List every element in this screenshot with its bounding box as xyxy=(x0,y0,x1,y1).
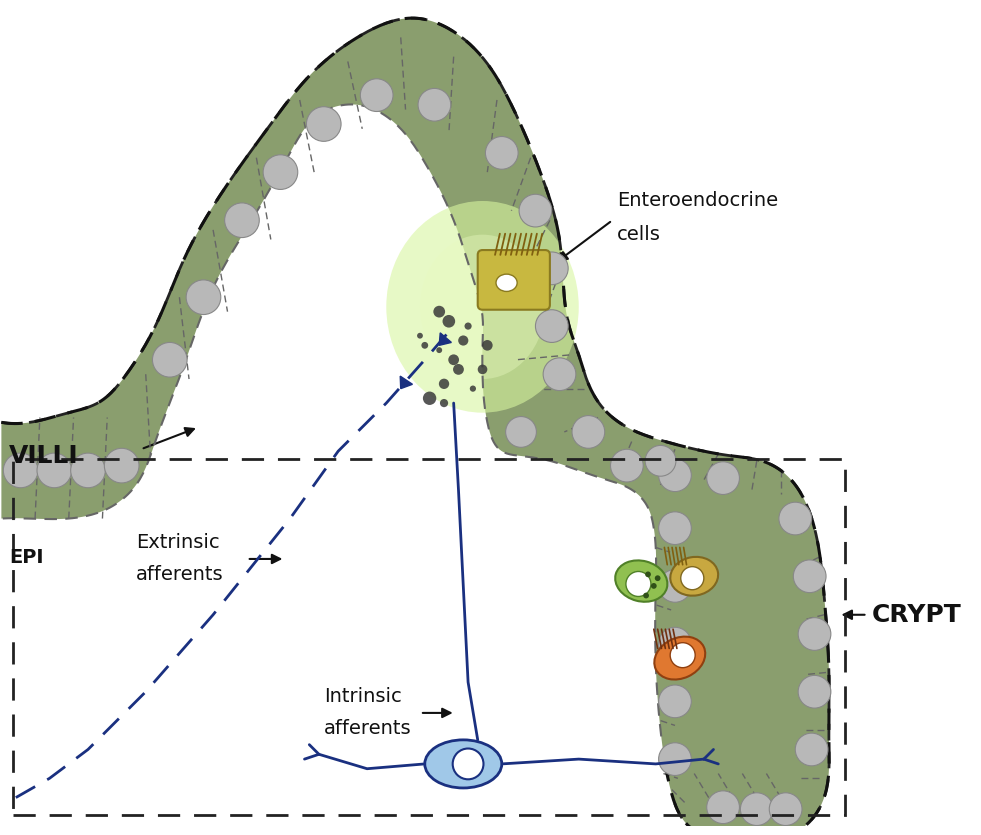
Circle shape xyxy=(519,195,551,227)
Circle shape xyxy=(794,560,826,593)
Ellipse shape xyxy=(425,740,501,788)
Circle shape xyxy=(536,252,568,285)
Circle shape xyxy=(536,310,568,342)
Circle shape xyxy=(443,316,455,327)
Circle shape xyxy=(418,89,450,121)
Circle shape xyxy=(572,416,604,448)
FancyBboxPatch shape xyxy=(478,250,550,310)
Circle shape xyxy=(658,569,692,602)
Circle shape xyxy=(706,462,740,494)
Circle shape xyxy=(104,448,139,483)
Circle shape xyxy=(645,571,651,577)
Circle shape xyxy=(420,340,430,351)
Circle shape xyxy=(658,743,692,776)
Circle shape xyxy=(37,453,72,488)
Circle shape xyxy=(658,512,692,544)
Circle shape xyxy=(796,733,828,766)
Circle shape xyxy=(645,445,676,476)
Circle shape xyxy=(658,627,692,660)
Text: EPI: EPI xyxy=(9,548,43,566)
Circle shape xyxy=(186,280,221,315)
Circle shape xyxy=(741,792,773,826)
Text: cells: cells xyxy=(617,225,661,244)
Circle shape xyxy=(480,367,486,372)
Ellipse shape xyxy=(615,560,667,602)
Circle shape xyxy=(470,386,476,392)
Circle shape xyxy=(152,342,187,377)
Circle shape xyxy=(505,417,537,448)
Circle shape xyxy=(543,358,576,391)
Circle shape xyxy=(71,453,105,488)
Text: Enteroendocrine: Enteroendocrine xyxy=(617,191,778,210)
Ellipse shape xyxy=(387,201,579,412)
Circle shape xyxy=(263,154,298,190)
Circle shape xyxy=(670,643,696,668)
Circle shape xyxy=(779,502,811,535)
Polygon shape xyxy=(400,376,412,388)
Circle shape xyxy=(769,792,802,826)
Circle shape xyxy=(452,748,484,779)
Circle shape xyxy=(658,459,692,492)
Circle shape xyxy=(460,337,467,344)
Circle shape xyxy=(486,136,518,170)
Circle shape xyxy=(225,203,259,237)
Circle shape xyxy=(651,583,656,589)
Circle shape xyxy=(610,449,644,482)
Polygon shape xyxy=(1,18,829,835)
Circle shape xyxy=(658,685,692,718)
Text: Intrinsic: Intrinsic xyxy=(324,687,401,706)
Circle shape xyxy=(440,400,447,407)
Circle shape xyxy=(706,791,740,823)
Ellipse shape xyxy=(496,274,517,291)
Circle shape xyxy=(483,341,492,350)
Circle shape xyxy=(306,107,341,141)
Circle shape xyxy=(799,676,831,708)
Circle shape xyxy=(438,377,450,390)
Circle shape xyxy=(644,593,649,599)
Circle shape xyxy=(3,453,38,488)
Polygon shape xyxy=(439,333,451,346)
Circle shape xyxy=(423,392,437,405)
Circle shape xyxy=(461,320,475,332)
Circle shape xyxy=(415,331,425,341)
Text: CRYPT: CRYPT xyxy=(872,603,962,627)
Circle shape xyxy=(450,356,457,363)
Text: Extrinsic: Extrinsic xyxy=(136,533,220,552)
Circle shape xyxy=(799,618,831,650)
Circle shape xyxy=(626,571,651,596)
Ellipse shape xyxy=(654,636,705,680)
Circle shape xyxy=(437,347,442,353)
Circle shape xyxy=(435,306,444,316)
Circle shape xyxy=(681,567,703,590)
Text: VILLI: VILLI xyxy=(9,444,78,468)
Ellipse shape xyxy=(670,557,718,595)
Text: afferents: afferents xyxy=(136,564,224,584)
Ellipse shape xyxy=(420,235,545,379)
Text: afferents: afferents xyxy=(324,719,411,738)
Circle shape xyxy=(654,575,660,581)
Circle shape xyxy=(360,78,393,112)
Circle shape xyxy=(455,366,462,372)
